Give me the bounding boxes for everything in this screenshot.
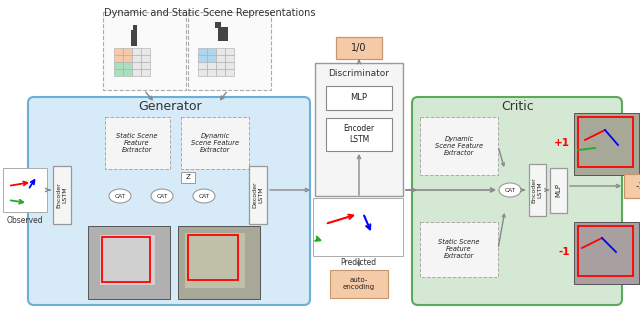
Bar xyxy=(207,48,216,55)
Bar xyxy=(215,22,221,28)
Bar xyxy=(141,62,150,69)
Bar xyxy=(578,117,633,167)
Bar xyxy=(132,69,141,76)
Text: Observed: Observed xyxy=(6,216,44,225)
Bar xyxy=(207,62,216,69)
Ellipse shape xyxy=(151,189,173,203)
Bar xyxy=(132,48,141,55)
Bar xyxy=(141,48,150,55)
Text: Dynamic and Static Scene Representations: Dynamic and Static Scene Representations xyxy=(104,8,316,18)
Text: CAT: CAT xyxy=(198,193,209,198)
Text: auto-
encoding: auto- encoding xyxy=(343,278,375,291)
Text: Dynamic
Scene Feature
Extractor: Dynamic Scene Feature Extractor xyxy=(191,133,239,153)
Bar xyxy=(420,222,498,277)
Bar xyxy=(178,226,260,299)
Bar xyxy=(225,55,234,62)
Bar xyxy=(198,69,207,76)
Bar xyxy=(198,48,207,55)
Ellipse shape xyxy=(193,189,215,203)
Bar xyxy=(141,69,150,76)
Bar xyxy=(326,86,392,110)
Bar xyxy=(315,63,403,196)
Bar xyxy=(574,222,639,284)
Bar xyxy=(313,198,403,256)
Bar xyxy=(216,48,225,55)
Bar xyxy=(216,62,225,69)
Bar xyxy=(420,117,498,175)
Bar xyxy=(207,55,216,62)
Bar xyxy=(114,62,123,69)
Text: MLP: MLP xyxy=(555,183,561,197)
Bar xyxy=(216,69,225,76)
Bar xyxy=(105,117,170,169)
Bar xyxy=(198,55,207,62)
Bar xyxy=(550,168,566,212)
Bar xyxy=(103,12,186,90)
Bar xyxy=(114,55,123,62)
Text: Predicted: Predicted xyxy=(340,258,376,267)
Text: Encoder
LSTM: Encoder LSTM xyxy=(56,182,67,208)
Bar xyxy=(330,270,388,298)
Bar xyxy=(188,12,271,90)
Bar xyxy=(100,235,155,285)
FancyBboxPatch shape xyxy=(28,97,310,305)
Text: +1: +1 xyxy=(554,138,570,148)
Bar xyxy=(326,118,392,151)
Bar xyxy=(578,226,633,276)
Bar xyxy=(123,55,132,62)
Ellipse shape xyxy=(499,183,521,197)
Text: Dynamic
Scene Feature
Extractor: Dynamic Scene Feature Extractor xyxy=(435,136,483,156)
Bar xyxy=(225,48,234,55)
Bar xyxy=(131,30,137,46)
Bar xyxy=(114,69,123,76)
Bar xyxy=(132,62,141,69)
Bar xyxy=(114,48,123,55)
Text: Encoder
LSTM: Encoder LSTM xyxy=(532,177,543,203)
Text: CAT: CAT xyxy=(504,188,516,192)
Text: 1/0: 1/0 xyxy=(351,43,367,53)
Bar xyxy=(3,168,47,212)
Text: Z: Z xyxy=(186,174,191,180)
Bar xyxy=(123,69,132,76)
Text: Decoder
LSTM: Decoder LSTM xyxy=(253,182,264,208)
Bar xyxy=(198,62,207,69)
Bar xyxy=(88,226,170,299)
Text: CAT: CAT xyxy=(115,193,125,198)
Bar xyxy=(223,27,228,41)
Bar xyxy=(225,69,234,76)
Bar xyxy=(529,164,545,216)
Text: Static Scene
Feature
Extractor: Static Scene Feature Extractor xyxy=(438,239,480,259)
Text: Critic: Critic xyxy=(502,100,534,114)
Bar xyxy=(216,55,225,62)
Bar xyxy=(123,62,132,69)
Text: Discriminator: Discriminator xyxy=(328,68,390,78)
Bar xyxy=(188,235,238,280)
Text: MLP: MLP xyxy=(351,93,367,102)
Bar xyxy=(181,117,249,169)
Bar xyxy=(185,233,245,288)
Bar xyxy=(132,55,141,62)
FancyBboxPatch shape xyxy=(412,97,622,305)
Bar xyxy=(123,48,132,55)
Bar xyxy=(102,237,150,282)
Bar xyxy=(218,27,223,41)
Bar xyxy=(141,55,150,62)
Bar xyxy=(225,62,234,69)
Text: Static Scene
Feature
Extractor: Static Scene Feature Extractor xyxy=(116,133,157,153)
Bar xyxy=(249,166,267,224)
Text: CAT: CAT xyxy=(156,193,168,198)
Bar xyxy=(574,113,639,175)
Bar xyxy=(133,25,137,31)
Text: -1/+1: -1/+1 xyxy=(636,182,640,190)
Text: Generator: Generator xyxy=(138,100,202,114)
Ellipse shape xyxy=(109,189,131,203)
Bar xyxy=(53,166,71,224)
Text: Encoder
LSTM: Encoder LSTM xyxy=(344,124,374,144)
Bar xyxy=(336,37,382,59)
Bar xyxy=(181,172,195,183)
Text: -1: -1 xyxy=(559,247,570,257)
Bar xyxy=(624,174,640,198)
Bar xyxy=(207,69,216,76)
